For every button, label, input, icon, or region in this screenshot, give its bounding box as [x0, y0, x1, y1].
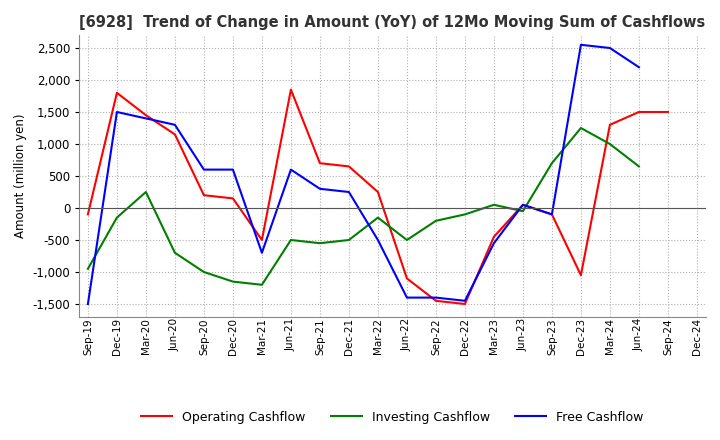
Operating Cashflow: [461, 301, 469, 307]
Investing Cashflow: [171, 250, 179, 256]
Free Cashflow: [287, 167, 295, 172]
Investing Cashflow: [258, 282, 266, 287]
Line: Investing Cashflow: Investing Cashflow: [88, 128, 639, 285]
Free Cashflow: [171, 122, 179, 128]
Investing Cashflow: [461, 212, 469, 217]
Operating Cashflow: [142, 113, 150, 118]
Free Cashflow: [199, 167, 208, 172]
Legend: Operating Cashflow, Investing Cashflow, Free Cashflow: Operating Cashflow, Investing Cashflow, …: [136, 406, 649, 429]
Free Cashflow: [606, 45, 614, 51]
Operating Cashflow: [345, 164, 354, 169]
Operating Cashflow: [490, 234, 498, 239]
Investing Cashflow: [315, 241, 324, 246]
Free Cashflow: [228, 167, 237, 172]
Operating Cashflow: [228, 196, 237, 201]
Investing Cashflow: [490, 202, 498, 207]
Free Cashflow: [142, 116, 150, 121]
Free Cashflow: [402, 295, 411, 300]
Free Cashflow: [112, 110, 121, 115]
Free Cashflow: [490, 241, 498, 246]
Operating Cashflow: [315, 161, 324, 166]
Investing Cashflow: [577, 125, 585, 131]
Operating Cashflow: [171, 132, 179, 137]
Investing Cashflow: [402, 237, 411, 242]
Free Cashflow: [518, 202, 527, 207]
Investing Cashflow: [228, 279, 237, 284]
Operating Cashflow: [287, 87, 295, 92]
Operating Cashflow: [402, 276, 411, 281]
Operating Cashflow: [606, 122, 614, 128]
Operating Cashflow: [548, 212, 557, 217]
Investing Cashflow: [431, 218, 440, 224]
Investing Cashflow: [634, 164, 643, 169]
Operating Cashflow: [199, 193, 208, 198]
Operating Cashflow: [664, 110, 672, 115]
Investing Cashflow: [199, 269, 208, 275]
Free Cashflow: [84, 301, 92, 307]
Free Cashflow: [345, 189, 354, 194]
Operating Cashflow: [84, 212, 92, 217]
Operating Cashflow: [634, 110, 643, 115]
Free Cashflow: [461, 298, 469, 304]
Free Cashflow: [548, 212, 557, 217]
Investing Cashflow: [287, 237, 295, 242]
Free Cashflow: [431, 295, 440, 300]
Investing Cashflow: [606, 141, 614, 147]
Line: Operating Cashflow: Operating Cashflow: [88, 90, 668, 304]
Investing Cashflow: [345, 237, 354, 242]
Free Cashflow: [374, 237, 382, 242]
Operating Cashflow: [258, 237, 266, 242]
Operating Cashflow: [374, 189, 382, 194]
Investing Cashflow: [142, 189, 150, 194]
Title: [6928]  Trend of Change in Amount (YoY) of 12Mo Moving Sum of Cashflows: [6928] Trend of Change in Amount (YoY) o…: [79, 15, 706, 30]
Operating Cashflow: [577, 272, 585, 278]
Free Cashflow: [315, 186, 324, 191]
Investing Cashflow: [548, 161, 557, 166]
Investing Cashflow: [112, 215, 121, 220]
Line: Free Cashflow: Free Cashflow: [88, 45, 639, 304]
Investing Cashflow: [518, 209, 527, 214]
Investing Cashflow: [84, 266, 92, 271]
Operating Cashflow: [431, 298, 440, 304]
Free Cashflow: [634, 65, 643, 70]
Free Cashflow: [258, 250, 266, 256]
Free Cashflow: [577, 42, 585, 48]
Y-axis label: Amount (million yen): Amount (million yen): [14, 114, 27, 238]
Operating Cashflow: [518, 202, 527, 207]
Operating Cashflow: [112, 90, 121, 95]
Investing Cashflow: [374, 215, 382, 220]
